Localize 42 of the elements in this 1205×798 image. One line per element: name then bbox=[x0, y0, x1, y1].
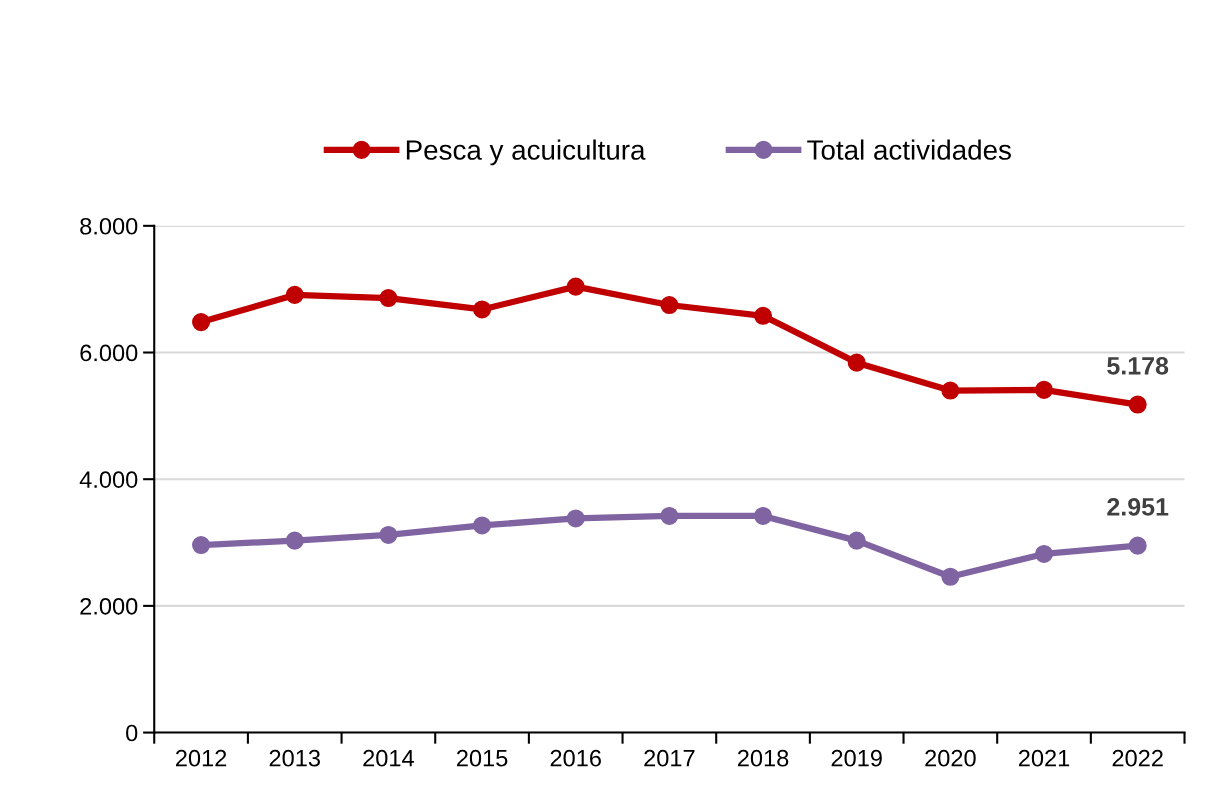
x-tick-label: 2019 bbox=[831, 749, 882, 767]
x-tick-label: 2012 bbox=[176, 749, 227, 767]
point bbox=[1128, 536, 1147, 555]
point bbox=[566, 277, 585, 296]
point bbox=[192, 313, 211, 332]
point bbox=[941, 567, 960, 586]
x-tick-label: 2018 bbox=[737, 749, 789, 767]
point bbox=[754, 506, 773, 525]
x-tick-label: 2020 bbox=[925, 749, 976, 767]
point bbox=[473, 516, 492, 535]
point bbox=[1034, 380, 1054, 399]
y-tick-label: 0 bbox=[126, 724, 138, 742]
point bbox=[941, 381, 960, 400]
x-tick-label: 2017 bbox=[644, 749, 695, 767]
data-label: 2.951 bbox=[1107, 498, 1169, 516]
legend-label: Total actividades bbox=[807, 139, 1011, 160]
point bbox=[285, 285, 304, 304]
x-tick-label: 2022 bbox=[1112, 749, 1163, 767]
x-tick-label: 2014 bbox=[363, 749, 414, 767]
y-tick-label: 8.000 bbox=[80, 217, 138, 235]
point bbox=[660, 295, 679, 315]
point bbox=[847, 353, 866, 372]
point bbox=[1034, 544, 1054, 563]
x-tick-label: 2013 bbox=[269, 749, 320, 767]
x-tick-label: 2016 bbox=[550, 749, 601, 767]
point bbox=[660, 506, 679, 525]
point bbox=[285, 531, 304, 550]
point bbox=[1128, 395, 1147, 414]
data-label: 5.178 bbox=[1107, 356, 1169, 375]
point bbox=[473, 300, 492, 319]
y-tick-label: 6.000 bbox=[80, 344, 138, 362]
point bbox=[379, 289, 398, 308]
point bbox=[754, 306, 773, 325]
point bbox=[566, 509, 585, 528]
y-tick-label: 2.000 bbox=[80, 597, 138, 615]
legend-label: Pesca y acuicultura bbox=[406, 139, 646, 166]
point bbox=[192, 536, 211, 555]
point bbox=[379, 525, 398, 544]
x-tick-label: 2015 bbox=[456, 749, 508, 767]
point bbox=[847, 531, 866, 550]
y-tick-label: 4.000 bbox=[79, 471, 138, 488]
x-tick-label: 2021 bbox=[1018, 749, 1070, 767]
